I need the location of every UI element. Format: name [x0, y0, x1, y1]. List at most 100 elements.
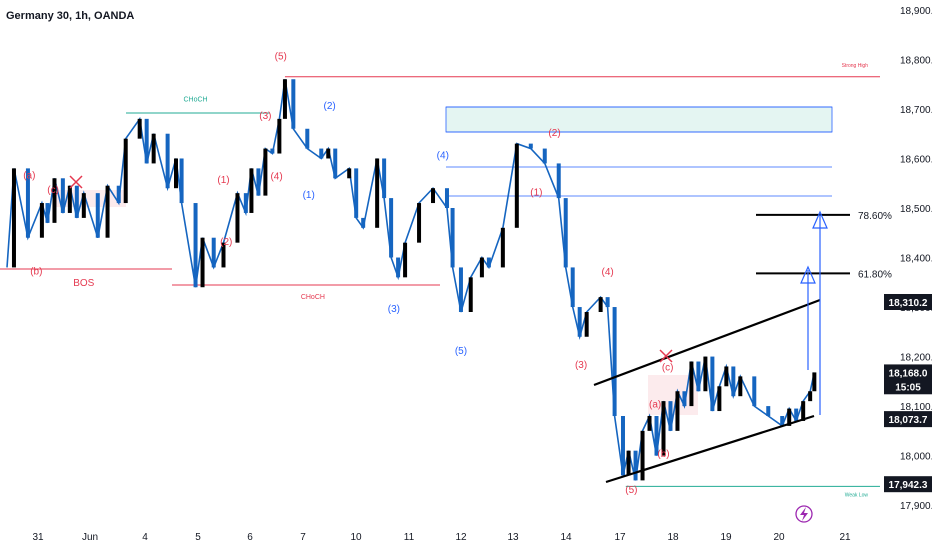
y-tick-label: 18,900.0 — [900, 6, 932, 17]
candle-body — [235, 193, 240, 243]
candle-body — [563, 198, 568, 268]
candle-body — [724, 366, 729, 387]
candle-body — [375, 158, 380, 228]
candle-body — [270, 148, 275, 154]
wave-label: (b) — [657, 449, 669, 460]
price-tag: 17,942.3 — [884, 476, 932, 493]
candle-body — [738, 376, 743, 397]
candle-body — [123, 138, 128, 204]
wave-label: (1) — [530, 188, 542, 199]
candle-body — [752, 376, 757, 407]
candle-body — [620, 416, 625, 476]
candle-body — [556, 163, 561, 199]
wave-label: (2) — [324, 101, 336, 112]
candle-body — [542, 148, 547, 164]
candle-body — [682, 391, 687, 407]
candle-body — [577, 307, 582, 337]
x-tick-label: 18 — [667, 532, 679, 543]
candle-body — [243, 193, 248, 213]
candle-body — [647, 416, 652, 431]
x-tick-label: 14 — [560, 532, 572, 543]
price-tag-bg — [884, 364, 932, 381]
lightning-circle — [795, 505, 813, 523]
candle-body — [95, 193, 100, 238]
wave-label: (3) — [388, 304, 400, 315]
candle-body — [200, 237, 205, 288]
y-tick-label: 18,800.0 — [900, 55, 932, 66]
candle-body — [640, 430, 645, 481]
y-tick-label: 18,700.0 — [900, 105, 932, 116]
x-tick-label: 20 — [773, 532, 785, 543]
candle-body — [361, 217, 366, 228]
candle-body — [780, 416, 785, 426]
wave-label: CHoCH — [183, 97, 207, 104]
y-tick-label: 18,600.0 — [900, 154, 932, 165]
wave-label: (4) — [437, 150, 449, 161]
wave-label: BOS — [73, 278, 94, 289]
price-tag-text: 15:05 — [895, 382, 921, 393]
wave-label: (5) — [455, 346, 467, 357]
candle-body — [528, 143, 533, 149]
candle-body — [105, 185, 110, 238]
candle-body — [717, 386, 722, 412]
price-tag-text: 18,310.2 — [889, 298, 928, 309]
candle-body — [319, 148, 324, 159]
candle-body — [654, 416, 659, 456]
candle-body — [486, 257, 491, 268]
candle-body — [458, 267, 463, 312]
candle-body — [794, 408, 799, 421]
candle-body — [696, 361, 701, 392]
wave-label: (5) — [275, 51, 287, 62]
candle-body — [81, 193, 86, 218]
candle-body — [605, 297, 610, 308]
candle-body — [347, 168, 352, 179]
candle-body — [144, 118, 149, 164]
y-tick-label: 18,400.0 — [900, 254, 932, 265]
fib-label: 78.60% — [858, 211, 892, 222]
lightning-icon — [795, 505, 813, 523]
zone-box — [445, 106, 833, 133]
y-tick-label: 18,100.0 — [900, 402, 932, 413]
candle-body — [67, 185, 72, 213]
candle-body — [479, 257, 484, 278]
candle-body — [277, 118, 282, 154]
candle-body — [417, 203, 422, 243]
price-tag-bg — [884, 293, 932, 310]
wave-label: (a) — [649, 400, 661, 411]
y-tick-label: 18,200.0 — [900, 353, 932, 364]
candle-body — [326, 148, 331, 159]
candle-body — [612, 307, 617, 416]
candle-body — [598, 297, 603, 312]
candle-body — [193, 203, 198, 288]
candle-body — [710, 356, 715, 412]
candle-body — [812, 372, 817, 392]
candle-body — [354, 168, 359, 218]
wave-label: (b) — [30, 266, 42, 277]
x-tick-label: 6 — [247, 532, 253, 543]
candle-body — [766, 406, 771, 416]
y-tick-label: 18,500.0 — [900, 204, 932, 215]
candle-body — [221, 242, 226, 268]
wave-label: (a) — [23, 170, 35, 181]
candle-body — [174, 158, 178, 189]
x-tick-label: 11 — [404, 532, 415, 543]
wave-label: (3) — [575, 360, 587, 371]
candle-body — [689, 361, 694, 407]
price-tag-text: 18,168.0 — [889, 368, 928, 379]
candle-body — [211, 237, 216, 268]
x-mark — [69, 175, 83, 189]
candle-body — [45, 203, 50, 223]
x-tick-label: 17 — [614, 532, 626, 543]
candle-body — [500, 227, 505, 268]
arrow-head-2 — [800, 265, 816, 284]
level-label: Strong High — [842, 63, 869, 69]
level-label: Weak Low — [845, 492, 869, 498]
candle-body — [801, 401, 806, 421]
price-tag-text: 17,942.3 — [889, 480, 928, 491]
wave-label: CHoCH — [301, 294, 325, 301]
wave-label: (c) — [47, 185, 59, 196]
candle-body — [703, 356, 708, 392]
candle-body — [305, 128, 310, 149]
